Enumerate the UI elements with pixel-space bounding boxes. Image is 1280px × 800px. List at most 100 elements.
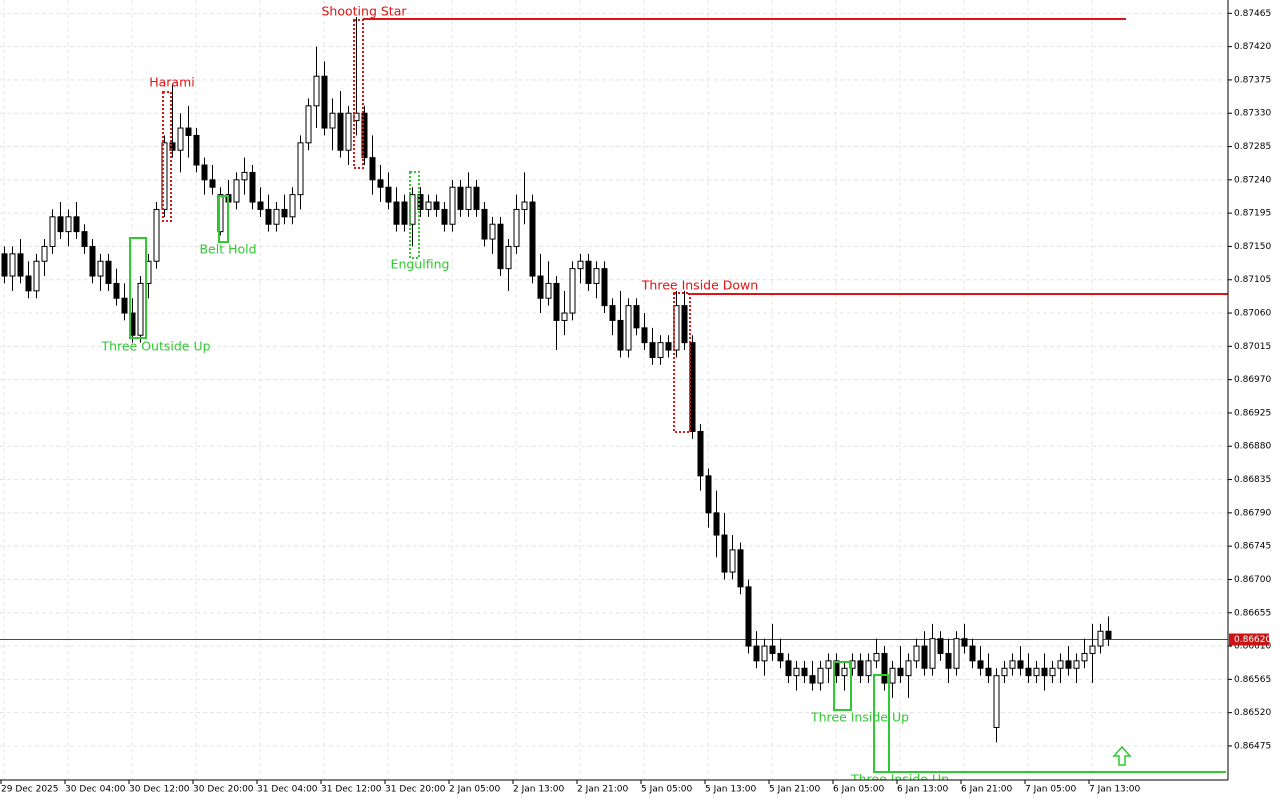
candle-body bbox=[873, 652, 880, 662]
candle-body bbox=[1041, 667, 1048, 677]
candle-body bbox=[505, 245, 512, 270]
candle-body bbox=[569, 268, 576, 314]
candle-body bbox=[57, 216, 64, 233]
candle-body bbox=[993, 675, 1000, 728]
candle-body bbox=[521, 201, 528, 210]
candle-body bbox=[257, 201, 264, 210]
y-tick-label: 0.86565 bbox=[1234, 675, 1271, 685]
candle-body bbox=[657, 342, 664, 358]
candle-body bbox=[265, 208, 272, 225]
candle-body bbox=[529, 201, 536, 277]
candle-body bbox=[857, 660, 864, 677]
candle-body bbox=[345, 112, 352, 151]
candle-body bbox=[497, 223, 504, 270]
candle-body bbox=[513, 208, 520, 247]
x-tick-label: 31 Dec 04:00 bbox=[257, 785, 318, 795]
y-tick-label: 0.87330 bbox=[1234, 109, 1271, 119]
candle-body bbox=[537, 275, 544, 299]
y-tick-label: 0.86835 bbox=[1234, 475, 1271, 485]
y-tick-label: 0.86790 bbox=[1234, 508, 1271, 518]
pattern-label: Engulfing bbox=[391, 257, 450, 272]
candle-body bbox=[1081, 652, 1088, 662]
candle-body bbox=[449, 186, 456, 225]
pattern-box bbox=[833, 661, 852, 711]
candle-body bbox=[809, 675, 816, 684]
candle-body bbox=[577, 260, 584, 270]
candle-body bbox=[33, 260, 40, 292]
candle-body bbox=[337, 112, 344, 151]
candle-body bbox=[689, 342, 696, 432]
candle-body bbox=[921, 645, 928, 669]
candle-body bbox=[665, 342, 672, 351]
pattern-label: Harami bbox=[149, 75, 195, 90]
candle-body bbox=[1105, 630, 1112, 640]
candle-body bbox=[625, 305, 632, 351]
candle-body bbox=[601, 268, 608, 307]
x-tick-label: 2 Jan 05:00 bbox=[449, 785, 501, 795]
pattern-box bbox=[873, 674, 890, 773]
x-tick-label: 2 Jan 21:00 bbox=[577, 785, 629, 795]
candle-body bbox=[17, 253, 24, 277]
y-tick-label: 0.86970 bbox=[1234, 375, 1271, 385]
candle-body bbox=[401, 201, 408, 225]
candle-body bbox=[321, 75, 328, 129]
y-tick-label: 0.87105 bbox=[1234, 275, 1271, 285]
x-tick-label: 7 Jan 05:00 bbox=[1025, 785, 1077, 795]
candle-body bbox=[553, 282, 560, 321]
candle-body bbox=[1009, 660, 1016, 669]
candle-body bbox=[233, 179, 240, 203]
pattern-label: Shooting Star bbox=[322, 4, 408, 19]
candle-body bbox=[473, 186, 480, 210]
y-tick-label: 0.87150 bbox=[1234, 242, 1271, 252]
pattern-box bbox=[673, 292, 691, 433]
candle-body bbox=[1097, 630, 1104, 647]
pattern-label: Three Inside Up bbox=[810, 710, 909, 725]
candle-body bbox=[273, 208, 280, 225]
candle-body bbox=[201, 164, 208, 181]
y-tick-label: 0.86880 bbox=[1234, 442, 1271, 452]
candle-body bbox=[489, 223, 496, 240]
candle-body bbox=[905, 660, 912, 677]
y-tick-label: 0.86700 bbox=[1234, 575, 1271, 585]
pattern-box bbox=[409, 171, 420, 259]
x-tick-label: 6 Jan 13:00 bbox=[897, 785, 949, 795]
x-tick-label: 31 Dec 12:00 bbox=[321, 785, 382, 795]
candle-body bbox=[65, 216, 72, 233]
candle-body bbox=[641, 327, 648, 344]
candle-body bbox=[1033, 667, 1040, 677]
current-price-label: 0.86620 bbox=[1234, 635, 1271, 645]
x-tick-label: 31 Dec 20:00 bbox=[385, 785, 446, 795]
candle-body bbox=[241, 171, 248, 181]
candle-body bbox=[865, 660, 872, 677]
candle-body bbox=[433, 201, 440, 210]
y-tick-label: 0.87195 bbox=[1234, 209, 1271, 219]
candle-body bbox=[1025, 667, 1032, 677]
candle-body bbox=[385, 186, 392, 203]
x-tick-label: 29 Dec 2025 bbox=[1, 785, 59, 795]
candle-body bbox=[97, 260, 104, 277]
pattern-box bbox=[129, 237, 147, 339]
candle-body bbox=[697, 430, 704, 477]
plot-area: Three Outside Up Harami Belt Hold Shooting … bbox=[0, 4, 1228, 780]
y-tick-label: 0.87375 bbox=[1234, 75, 1271, 85]
candle-body bbox=[729, 549, 736, 573]
candle-body bbox=[169, 142, 176, 151]
candle-body bbox=[649, 342, 656, 358]
x-tick-label: 5 Jan 05:00 bbox=[641, 785, 693, 795]
candle-body bbox=[609, 305, 616, 321]
candle-body bbox=[281, 208, 288, 218]
candle-body bbox=[185, 127, 192, 136]
buy-arrow bbox=[1112, 745, 1132, 766]
candle-body bbox=[121, 297, 128, 314]
candle-body bbox=[793, 667, 800, 677]
candle-body bbox=[889, 667, 896, 684]
candle-body bbox=[425, 201, 432, 210]
candle-body bbox=[913, 645, 920, 662]
candle-body bbox=[1057, 660, 1064, 669]
pattern-label: Three Inside Down bbox=[641, 278, 758, 293]
pattern-box bbox=[162, 91, 172, 222]
y-tick-label: 0.87060 bbox=[1234, 309, 1271, 319]
candle-body bbox=[961, 638, 968, 647]
